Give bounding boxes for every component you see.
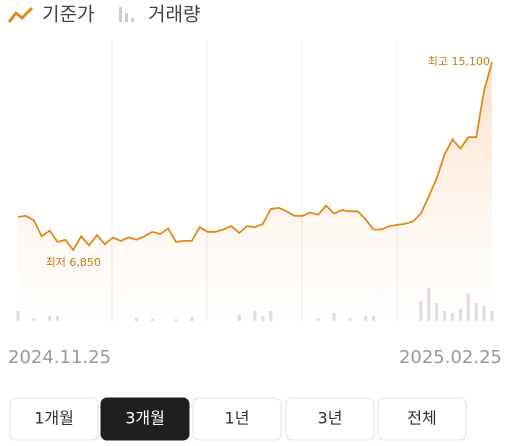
price-area bbox=[18, 62, 492, 321]
range-button[interactable]: 전체 bbox=[377, 397, 467, 441]
button-label[interactable]: 3년 bbox=[318, 409, 343, 428]
button-label[interactable]: 1년 bbox=[225, 409, 250, 428]
x-tick-label: 2025.02.25 bbox=[399, 347, 502, 368]
legend-bar-icon bbox=[119, 7, 134, 22]
legend-label[interactable]: 거래량 bbox=[148, 4, 200, 26]
legend-label[interactable]: 기준가 bbox=[42, 4, 94, 26]
price-line bbox=[17, 61, 493, 252]
legend: 기준가 거래량 bbox=[7, 4, 200, 26]
range-button[interactable]: 1개월 bbox=[9, 397, 99, 441]
button-bg bbox=[192, 397, 282, 441]
legend-line-icon bbox=[7, 6, 34, 23]
button-bg bbox=[285, 397, 375, 441]
max-label: 최고 15,100 bbox=[428, 55, 490, 68]
button-label[interactable]: 1개월 bbox=[34, 409, 74, 428]
range-button[interactable]: 1년 bbox=[192, 397, 282, 441]
button-bg bbox=[377, 397, 467, 441]
button-label[interactable]: 전체 bbox=[407, 409, 436, 428]
min-label: 최저 6,850 bbox=[46, 256, 101, 269]
button-bg bbox=[9, 397, 99, 441]
x-tick-label: 2024.11.25 bbox=[8, 347, 111, 368]
range-button[interactable]: 3개월 bbox=[100, 397, 190, 441]
button-bg bbox=[100, 397, 190, 441]
button-label[interactable]: 3개월 bbox=[125, 409, 165, 428]
range-button[interactable]: 3년 bbox=[285, 397, 375, 441]
